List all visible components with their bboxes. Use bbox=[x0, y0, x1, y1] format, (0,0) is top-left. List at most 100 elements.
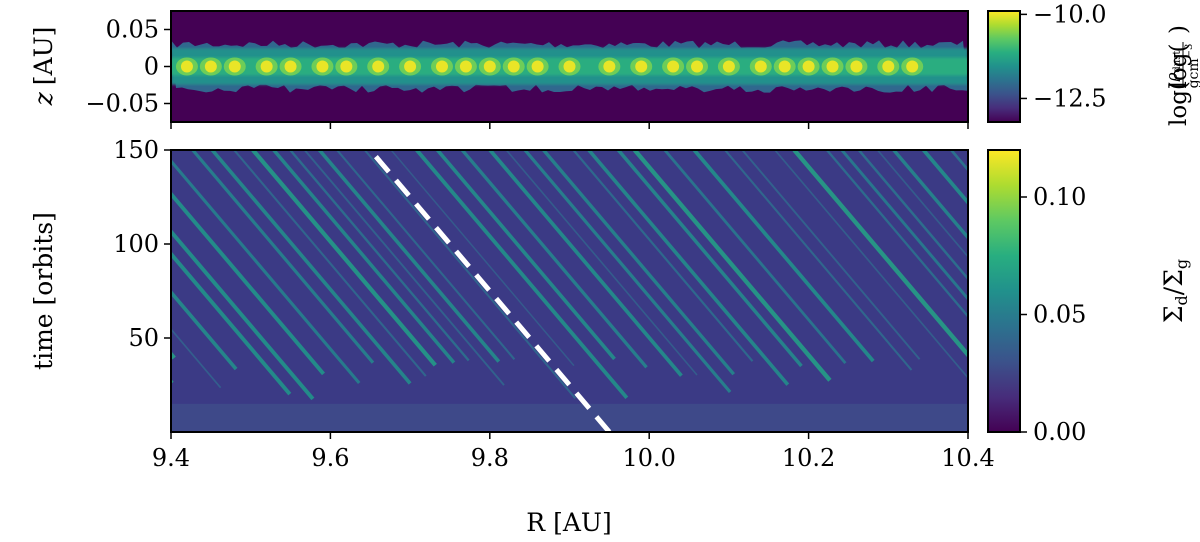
x-tick-label: 10.2 bbox=[782, 444, 835, 472]
dust-clump bbox=[204, 60, 217, 73]
dust-clump bbox=[372, 60, 385, 73]
top-colorbar-gradient bbox=[987, 10, 1021, 123]
dust-clump bbox=[603, 60, 616, 73]
dust-stripe bbox=[171, 158, 361, 385]
dust-stripe bbox=[0, 150, 124, 362]
dust-clump bbox=[802, 60, 815, 73]
dust-clump bbox=[722, 60, 735, 73]
dust-stripe bbox=[892, 150, 968, 241]
bottom-y-ticks: 50 100 150 bbox=[113, 136, 171, 352]
dust-ratio-spacetime-map bbox=[0, 150, 968, 432]
dust-clump bbox=[882, 60, 895, 73]
dust-stripe bbox=[191, 150, 375, 364]
dust-clump bbox=[435, 60, 448, 73]
dust-stripe bbox=[171, 190, 325, 376]
bottom-colorbar-tick-label: 0.10 bbox=[1033, 183, 1086, 211]
bottom-colorbar-tick-label: 0.00 bbox=[1033, 418, 1086, 446]
dust-clump bbox=[850, 60, 863, 73]
top-colorbar-label-denominator: gcm−3 bbox=[1184, 44, 1200, 89]
top-x-ticks bbox=[170, 122, 969, 129]
dust-stripe bbox=[505, 150, 698, 376]
dust-clump bbox=[316, 60, 329, 73]
dust-stripe bbox=[171, 327, 222, 389]
x-tick-label: 9.8 bbox=[471, 444, 509, 472]
bottom-colorbar-ticks: 0.00 0.05 0.10 bbox=[1020, 183, 1086, 446]
dust-stripe bbox=[171, 228, 315, 401]
dust-stripe bbox=[663, 150, 847, 365]
dust-stripe bbox=[251, 150, 437, 367]
dust-stripe bbox=[336, 150, 516, 360]
dust-clump bbox=[531, 60, 544, 73]
dust-stripe bbox=[692, 150, 875, 363]
bottom-y-tick-label: 100 bbox=[113, 230, 159, 258]
top-colorbar-label-numerator: ρdust bbox=[1163, 51, 1183, 83]
dust-stripe bbox=[587, 150, 790, 386]
bottom-panel-frame bbox=[170, 149, 969, 433]
top-colorbar-label-close: ) bbox=[1166, 25, 1192, 34]
top-y-tick-label: 0 bbox=[144, 53, 159, 81]
bottom-colorbar: 0.00 0.05 0.10 Σd/Σg bbox=[987, 149, 1191, 446]
dust-clump bbox=[180, 60, 193, 73]
dust-stripe bbox=[922, 150, 968, 206]
dust-stripe bbox=[724, 150, 913, 371]
bottom-colorbar-gradient bbox=[987, 149, 1021, 433]
x-tick-label: 9.6 bbox=[311, 444, 349, 472]
dust-clump bbox=[826, 60, 839, 73]
dust-stripe bbox=[792, 150, 968, 359]
dust-clump bbox=[260, 60, 273, 73]
dust-stripe bbox=[233, 150, 427, 377]
top-colorbar: −10.0 −12.5 log( log( ρdust gcm−3 ) bbox=[987, 0, 1200, 126]
dust-clump bbox=[507, 60, 520, 73]
dust-density-map bbox=[171, 40, 968, 93]
top-y-tick-label: −0.05 bbox=[85, 90, 159, 118]
dust-stripe bbox=[289, 150, 470, 362]
top-colorbar-label-fraction: log( ρdust gcm−3 ) bbox=[1163, 25, 1200, 126]
dust-stripe bbox=[876, 150, 968, 259]
dust-stripe bbox=[390, 150, 575, 367]
dust-clump bbox=[563, 60, 576, 73]
dust-clump bbox=[906, 60, 919, 73]
dust-stripe bbox=[826, 150, 968, 319]
top-colorbar-ticks: −10.0 −12.5 bbox=[1020, 0, 1107, 112]
dust-clump bbox=[483, 60, 496, 73]
dust-clump bbox=[340, 60, 353, 73]
top-colorbar-tick-label: −12.5 bbox=[1033, 84, 1107, 112]
top-y-axis-label: z[AU] bbox=[29, 27, 58, 107]
dust-clump bbox=[228, 60, 241, 73]
x-tick-label: 10.4 bbox=[941, 444, 994, 472]
top-colorbar-label-open: log( bbox=[1166, 81, 1192, 126]
top-panel: 0.05 0 −0.05 z[AU] bbox=[29, 10, 969, 129]
bottom-colorbar-tick-label: 0.05 bbox=[1033, 301, 1086, 329]
dust-stripe bbox=[171, 289, 238, 371]
dust-stripe bbox=[774, 150, 968, 380]
dust-clump bbox=[778, 60, 791, 73]
dust-stripe bbox=[415, 150, 629, 400]
dust-stripe bbox=[741, 150, 921, 360]
bottom-colorbar-label: Σd/Σg bbox=[1159, 259, 1191, 323]
bottom-y-tick-label: 150 bbox=[113, 136, 159, 164]
dust-stripe bbox=[488, 150, 683, 377]
dust-stripe bbox=[542, 150, 735, 376]
dust-stripe bbox=[857, 150, 968, 281]
bottom-x-ticks: 9.4 9.6 9.8 10.0 10.2 10.4 bbox=[152, 432, 995, 472]
dust-stripe bbox=[171, 250, 292, 396]
dust-clump bbox=[635, 60, 648, 73]
dust-stripe bbox=[523, 150, 732, 394]
dust-stripe bbox=[272, 150, 456, 364]
dust-stripe bbox=[616, 150, 803, 368]
top-y-tick-label: 0.05 bbox=[106, 16, 159, 44]
x-axis-label: R [AU] bbox=[526, 508, 611, 537]
dust-stripe bbox=[318, 150, 501, 363]
x-tick-label: 10.0 bbox=[622, 444, 675, 472]
bottom-y-tick-label: 50 bbox=[128, 324, 159, 352]
dust-stripe bbox=[303, 150, 505, 386]
bottom-panel: 50 100 150 9.4 9.6 9.8 10.0 10.2 10.4 time [orb… bbox=[0, 136, 995, 537]
early-time-band bbox=[171, 403, 968, 432]
top-colorbar-tick-label: −10.0 bbox=[1033, 0, 1107, 28]
dust-stripe bbox=[210, 150, 412, 385]
dust-clump bbox=[667, 60, 680, 73]
dust-clump bbox=[404, 60, 417, 73]
dust-stripe bbox=[460, 150, 648, 369]
dust-clump bbox=[691, 60, 704, 73]
